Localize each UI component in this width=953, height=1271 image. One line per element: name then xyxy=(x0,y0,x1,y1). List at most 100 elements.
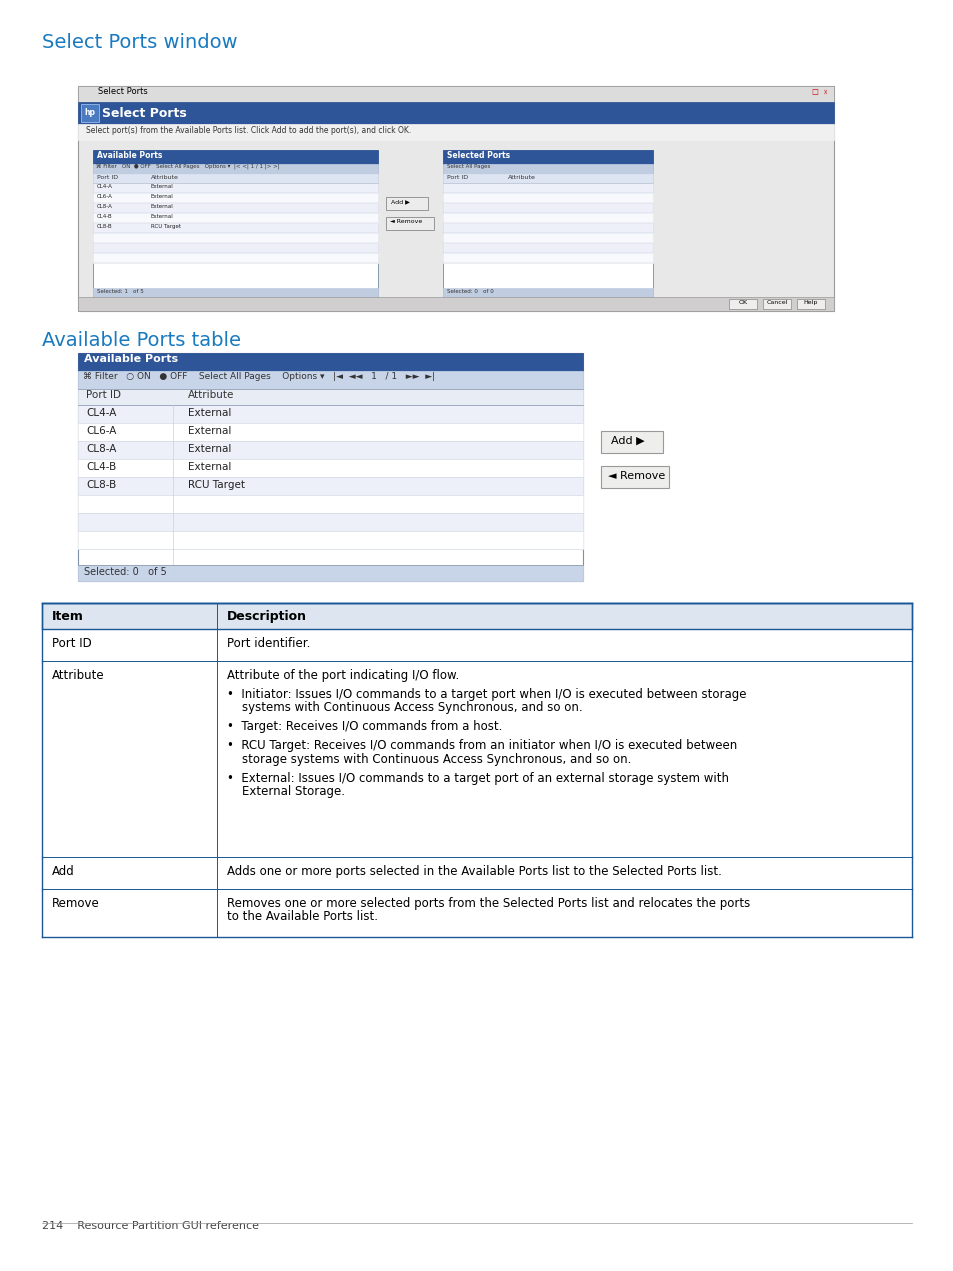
Bar xyxy=(78,389,582,405)
Text: Attribute: Attribute xyxy=(151,175,178,180)
Bar xyxy=(92,243,377,253)
Text: External: External xyxy=(151,184,173,189)
Text: Port ID: Port ID xyxy=(52,637,91,649)
Bar xyxy=(92,289,377,297)
Bar xyxy=(442,193,652,203)
Bar xyxy=(78,441,582,459)
Text: CL4-A: CL4-A xyxy=(86,408,116,418)
Bar xyxy=(442,289,652,297)
Text: ⌘ Filter   ON  ● OFF   Select All Pages   Options ▾  |< <| 1 / 1 |> >|: ⌘ Filter ON ● OFF Select All Pages Optio… xyxy=(96,164,279,170)
Bar xyxy=(78,494,582,513)
Bar xyxy=(81,104,99,122)
Text: CL8-B: CL8-B xyxy=(86,480,116,491)
Bar xyxy=(78,405,582,423)
Bar xyxy=(442,253,652,263)
Text: ◄ Remove: ◄ Remove xyxy=(390,219,422,224)
Bar xyxy=(442,150,652,297)
Text: Selected: 0   of 5: Selected: 0 of 5 xyxy=(84,567,167,577)
Text: RCU Target: RCU Target xyxy=(151,224,181,229)
Text: Adds one or more ports selected in the Available Ports list to the Selected Port: Adds one or more ports selected in the A… xyxy=(227,866,721,878)
Text: Port ID: Port ID xyxy=(97,175,118,180)
Text: CL6-A: CL6-A xyxy=(86,426,116,436)
Bar xyxy=(386,197,428,210)
Text: ◄ Remove: ◄ Remove xyxy=(607,472,664,480)
Bar xyxy=(92,150,377,164)
Text: Add ▶: Add ▶ xyxy=(391,200,410,205)
Text: CL4-B: CL4-B xyxy=(86,461,116,472)
Bar xyxy=(442,214,652,222)
Text: hp: hp xyxy=(84,108,95,117)
Bar xyxy=(92,193,377,203)
Text: Attribute: Attribute xyxy=(52,669,105,683)
Bar xyxy=(442,243,652,253)
Text: OK: OK xyxy=(738,300,747,305)
Text: ⌘ Filter   ○ ON   ● OFF    Select All Pages    Options ▾   |◄  ◄◄   1   / 1   ►►: ⌘ Filter ○ ON ● OFF Select All Pages Opt… xyxy=(83,372,435,381)
Bar xyxy=(78,371,582,389)
Bar xyxy=(386,217,434,230)
Text: Attribute: Attribute xyxy=(507,175,536,180)
Bar xyxy=(92,253,377,263)
Text: systems with Continuous Access Synchronous, and so on.: systems with Continuous Access Synchrono… xyxy=(227,702,582,714)
Text: CL6-A: CL6-A xyxy=(97,194,112,200)
Text: RCU Target: RCU Target xyxy=(188,480,245,491)
Bar xyxy=(78,531,582,549)
Text: Remove: Remove xyxy=(52,897,100,910)
Bar xyxy=(442,150,652,164)
Text: Item: Item xyxy=(52,610,84,623)
Bar xyxy=(78,86,833,102)
Bar xyxy=(442,233,652,243)
Text: External Storage.: External Storage. xyxy=(227,785,345,798)
Bar xyxy=(92,214,377,222)
Text: •  RCU Target: Receives I/O commands from an initiator when I/O is executed betw: • RCU Target: Receives I/O commands from… xyxy=(227,740,737,752)
Bar xyxy=(78,566,582,581)
Bar xyxy=(442,164,652,174)
Text: Select Ports window: Select Ports window xyxy=(42,33,237,52)
Bar xyxy=(78,102,833,125)
Bar xyxy=(78,477,582,494)
Bar xyxy=(42,629,911,661)
Text: 214    Resource Partition GUI reference: 214 Resource Partition GUI reference xyxy=(42,1221,258,1232)
Bar xyxy=(796,299,824,309)
Bar xyxy=(92,222,377,233)
Text: Cancel: Cancel xyxy=(765,300,787,305)
Bar xyxy=(442,222,652,233)
Bar xyxy=(42,888,911,937)
Text: Selected: 1   of 5: Selected: 1 of 5 xyxy=(97,289,144,294)
Text: External: External xyxy=(151,205,173,208)
Bar xyxy=(92,203,377,214)
Text: Port identifier.: Port identifier. xyxy=(227,637,310,649)
Text: Attribute: Attribute xyxy=(188,390,234,400)
Bar xyxy=(42,857,911,888)
Text: Description: Description xyxy=(227,610,307,623)
Text: External: External xyxy=(188,408,232,418)
Text: CL4-A: CL4-A xyxy=(97,184,112,189)
Bar xyxy=(78,513,582,531)
Bar xyxy=(78,353,582,581)
Bar xyxy=(442,203,652,214)
Bar xyxy=(78,297,833,311)
Bar xyxy=(78,353,582,371)
Text: Help: Help xyxy=(803,300,818,305)
Bar xyxy=(600,466,668,488)
Bar xyxy=(728,299,757,309)
Text: External: External xyxy=(188,444,232,454)
Bar xyxy=(442,174,652,183)
Bar xyxy=(442,183,652,193)
Text: Port ID: Port ID xyxy=(447,175,468,180)
Bar xyxy=(78,459,582,477)
Text: •  External: Issues I/O commands to a target port of an external storage system : • External: Issues I/O commands to a tar… xyxy=(227,771,728,784)
Text: storage systems with Continuous Access Synchronous, and so on.: storage systems with Continuous Access S… xyxy=(227,752,631,765)
Bar xyxy=(78,86,833,311)
Text: Selected: 0   of 0: Selected: 0 of 0 xyxy=(447,289,494,294)
Bar xyxy=(42,661,911,857)
Bar xyxy=(42,602,911,629)
Text: Port ID: Port ID xyxy=(86,390,121,400)
Text: Add: Add xyxy=(52,866,74,878)
Text: Attribute of the port indicating I/O flow.: Attribute of the port indicating I/O flo… xyxy=(227,669,458,683)
Text: External: External xyxy=(151,214,173,219)
Bar xyxy=(92,164,377,174)
Bar xyxy=(600,431,662,452)
Text: Select Ports: Select Ports xyxy=(98,86,148,97)
Text: Select port(s) from the Available Ports list. Click Add to add the port(s), and : Select port(s) from the Available Ports … xyxy=(86,126,411,135)
Text: •  Target: Receives I/O commands from a host.: • Target: Receives I/O commands from a h… xyxy=(227,721,502,733)
